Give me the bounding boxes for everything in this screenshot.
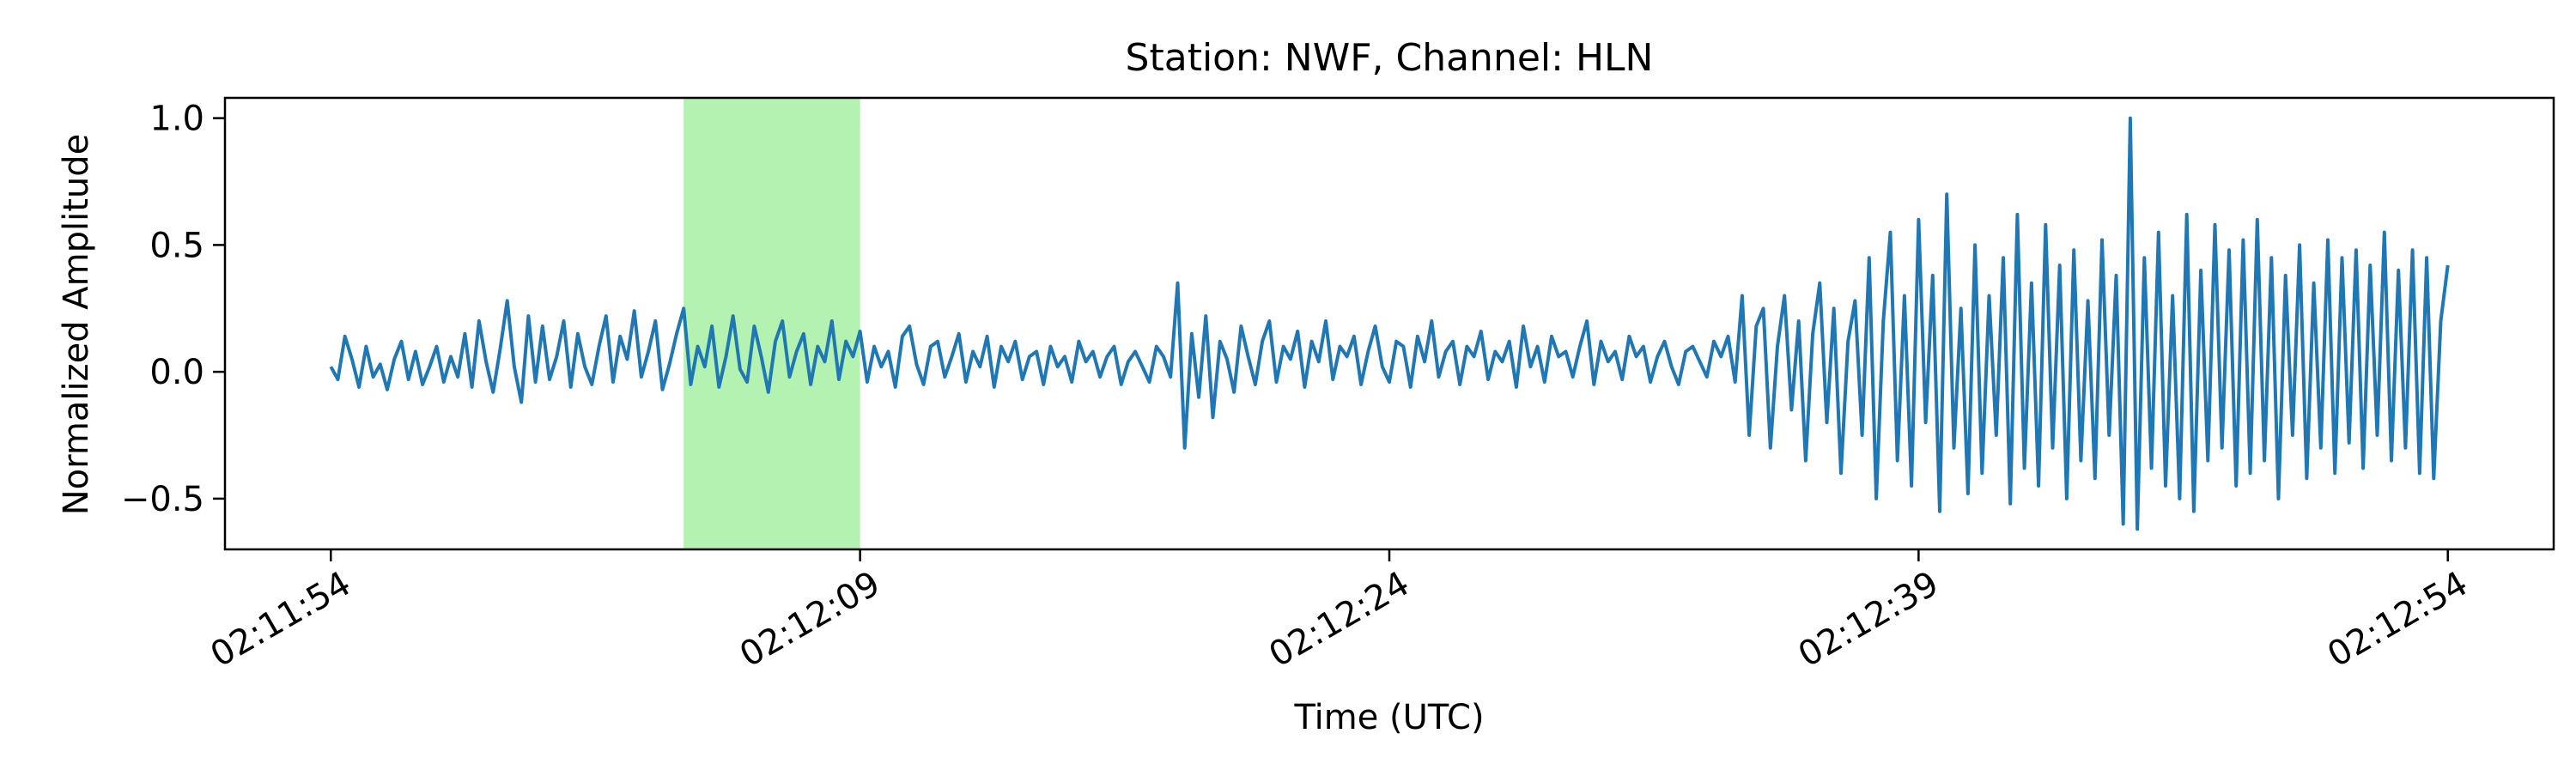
x-tick-label-1: 02:12:09 xyxy=(733,564,887,676)
y-axis-label: Normalized Amplitude xyxy=(57,134,96,516)
y-tick-label-0: −0.5 xyxy=(121,480,204,519)
plot-area: 02:11:54 02:12:09 02:12:24 02:12:39 02:12:54… xyxy=(121,96,2555,676)
x-axis-label: Time (UTC) xyxy=(1293,698,1484,737)
y-tick-label-2: 0.5 xyxy=(149,226,204,265)
y-tick-label-1: 0.0 xyxy=(149,353,204,392)
chart-title: Station: NWF, Channel: HLN xyxy=(1126,36,1654,80)
x-tick-label-4: 02:12:54 xyxy=(2321,564,2475,676)
waveform-line-0 xyxy=(329,116,2450,531)
x-tick-label-3: 02:12:39 xyxy=(1792,564,1946,676)
x-tick-label-2: 02:12:24 xyxy=(1262,564,1416,676)
y-tick-label-3: 1.0 xyxy=(149,100,204,139)
x-tick-label-0: 02:11:54 xyxy=(204,564,358,676)
